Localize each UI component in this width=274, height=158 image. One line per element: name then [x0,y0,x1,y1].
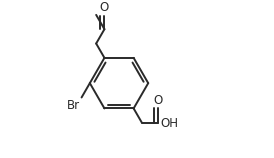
Text: OH: OH [160,117,178,130]
Text: O: O [100,1,109,14]
Text: O: O [154,94,163,107]
Text: Br: Br [67,99,80,112]
